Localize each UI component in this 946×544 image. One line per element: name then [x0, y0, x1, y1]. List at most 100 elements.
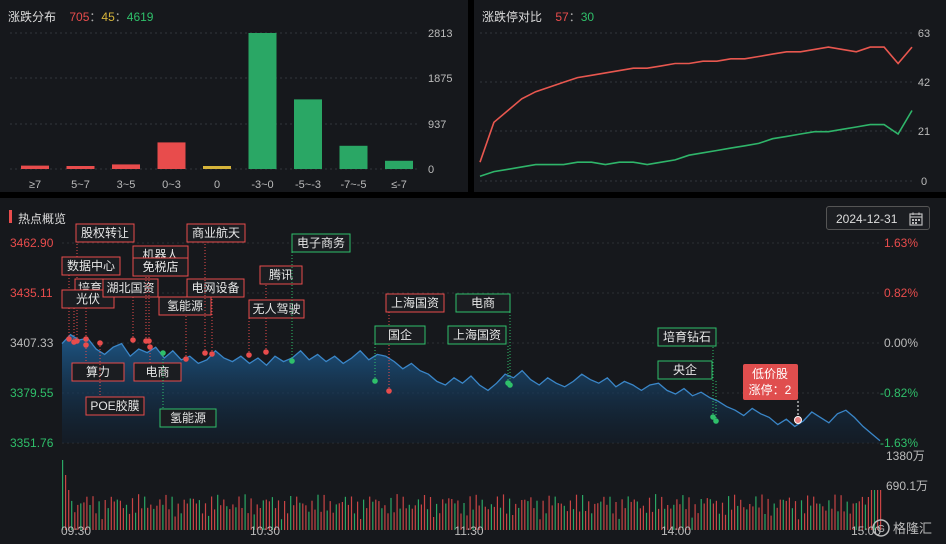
volume-bar [499, 507, 502, 530]
volume-bar [664, 508, 666, 530]
volume-bar [393, 512, 395, 530]
hot-label-l15: 电商 [145, 364, 169, 379]
label-dot [289, 358, 295, 364]
hot-label-box [75, 223, 135, 243]
volume-bar [594, 503, 596, 530]
hot-label-box [61, 256, 121, 276]
hot-label-box [657, 360, 713, 380]
volume-bar [274, 508, 277, 530]
volume-bar [314, 509, 316, 530]
volume-bar [280, 519, 283, 530]
volume-bar [810, 505, 812, 530]
y-tick-label: 937 [428, 119, 446, 131]
volume-bar [469, 496, 471, 530]
volume-bar [502, 494, 505, 530]
volume-bar [235, 507, 237, 530]
volume-bar [496, 496, 498, 530]
volume-bar [110, 496, 112, 530]
volume-bar [238, 496, 240, 530]
hot-label-box [186, 223, 246, 243]
volume-bar [852, 503, 854, 530]
volume-bar [411, 508, 413, 530]
volume-bar [706, 498, 708, 530]
volume-bar [645, 512, 648, 530]
volume-bar [436, 503, 438, 530]
volume-bar [429, 497, 432, 530]
hot-label-box [657, 327, 717, 347]
volume-bar [563, 505, 565, 530]
volume-bar [338, 503, 340, 530]
x-tick-label: -5~-3 [295, 179, 321, 191]
date-picker[interactable]: 2024-12-31 [826, 206, 930, 230]
distribution-bar [248, 33, 277, 169]
volume-bar [515, 503, 517, 530]
volume-bar [420, 504, 422, 530]
distribution-bar [339, 145, 368, 169]
label-dot [505, 380, 511, 386]
volume-bar [439, 513, 441, 530]
volume-bar [712, 503, 714, 530]
label-dot [71, 339, 77, 345]
volume-bar [575, 494, 578, 530]
volume-bar [454, 503, 456, 530]
hot-label-box [102, 278, 159, 298]
volume-bar [797, 519, 800, 530]
volume-bar [414, 505, 416, 530]
volume-bar [299, 502, 301, 530]
volume-bar [326, 510, 328, 530]
pct-tick-label: -1.63% [880, 436, 918, 450]
hot-label-box [248, 299, 305, 319]
volume-bar [417, 499, 419, 530]
volume-bar [481, 499, 483, 530]
volume-bar [287, 513, 289, 530]
volume-bar [107, 508, 109, 530]
volume-bar [375, 499, 377, 530]
volume-bar [609, 496, 611, 530]
volume-bar [551, 505, 553, 530]
distribution-bar [294, 99, 322, 169]
volume-bar [822, 506, 824, 530]
hot-label-l11: 腾讯 [269, 267, 293, 282]
volume-bar [378, 501, 380, 530]
volume-bar [758, 507, 760, 530]
volume-bar [138, 494, 140, 530]
pct-tick-label: 1.63% [884, 236, 918, 250]
volume-bar [350, 496, 353, 530]
volume-bar [86, 496, 88, 530]
hot-label-box [159, 408, 217, 428]
volume-bar [724, 514, 727, 530]
volume-tick-label: 1380万 [886, 449, 925, 463]
volume-bar [685, 509, 687, 530]
volume-bar [232, 504, 234, 530]
volume-bar [788, 497, 790, 530]
volume-bar [603, 496, 605, 530]
calendar-icon [909, 212, 923, 226]
volume-bar [153, 508, 155, 530]
limit-title: 涨跌停对比 [482, 10, 543, 24]
label-dot [83, 342, 89, 348]
volume-bar [363, 499, 365, 530]
volume-bar [150, 504, 152, 530]
volume-bar [445, 503, 447, 530]
volume-bar [171, 496, 173, 530]
volume-bar [433, 517, 435, 530]
volume-bar [71, 500, 73, 530]
volume-bar [372, 501, 374, 530]
volume-bar [396, 494, 398, 530]
volume-bar [290, 496, 292, 530]
volume-bar [800, 500, 803, 530]
y-tick-label: 21 [918, 126, 930, 138]
volume-bar [846, 501, 848, 530]
pct-tick-label: -0.82% [880, 386, 918, 400]
hot-label-l19: 电商 [471, 295, 495, 310]
volume-bar [676, 499, 678, 530]
volume-tick-label: 690.1万 [886, 479, 928, 493]
volume-bar [125, 504, 128, 530]
volume-bar [384, 505, 386, 530]
volume-bar [816, 503, 818, 530]
volume-bar [277, 500, 280, 530]
volume-bar [189, 498, 191, 530]
volume-bar [131, 498, 134, 530]
volume-bar [785, 500, 787, 530]
date-value: 2024-12-31 [836, 212, 898, 226]
